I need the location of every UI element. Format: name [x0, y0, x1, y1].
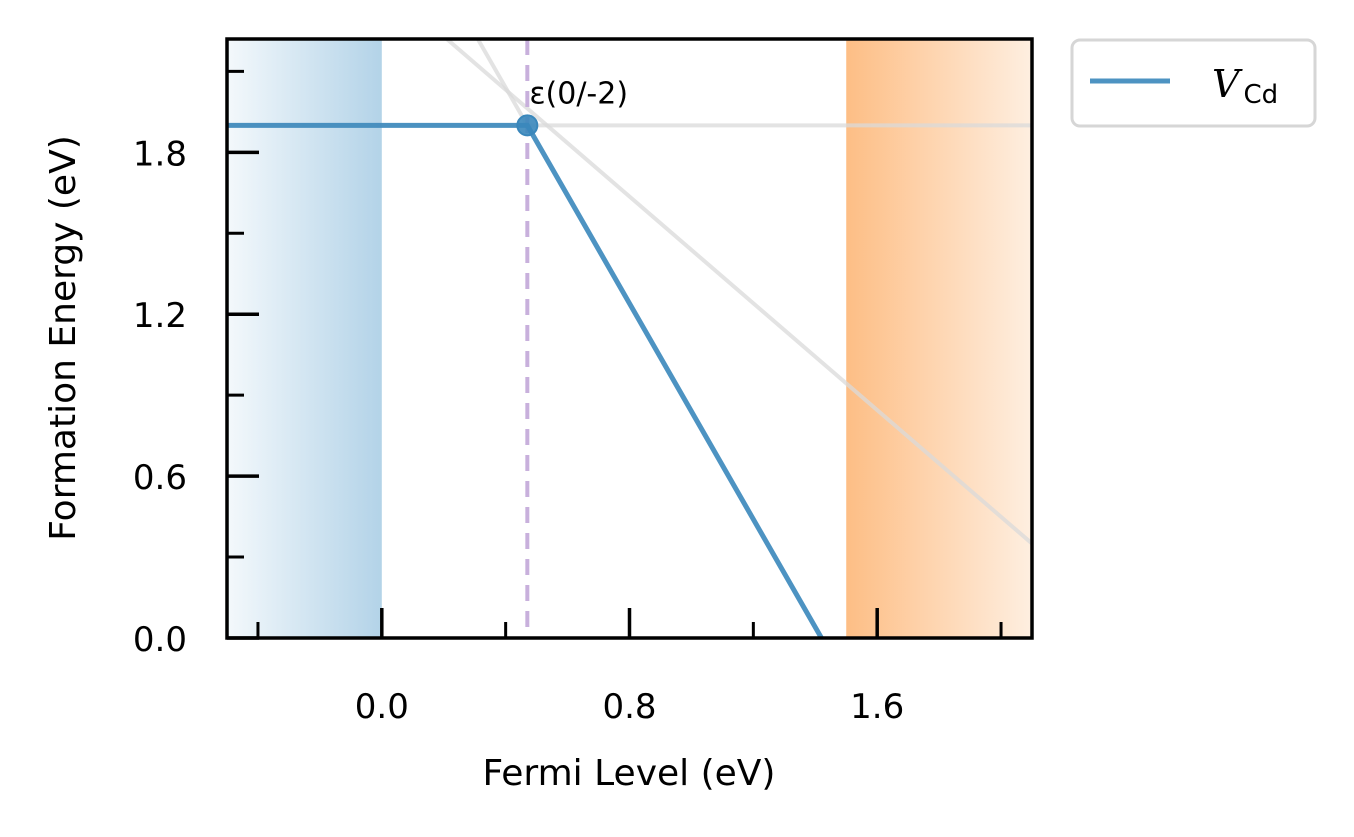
legend: V Cd — [1070, 38, 1317, 128]
legend-box — [1070, 38, 1317, 128]
x-tick-label: 0.8 — [602, 687, 656, 727]
conduction-band-shading — [846, 39, 1032, 638]
transition-label: ε(0/-2) — [529, 76, 628, 111]
inactive-charge-line — [445, 39, 1032, 546]
legend-main-label: V — [1212, 62, 1243, 106]
x-tick-label: 1.6 — [850, 687, 904, 727]
x-axis-title: Fermi Level (eV) — [483, 753, 776, 794]
y-tick-label: 1.8 — [133, 134, 187, 174]
y-axis-title: Formation Energy (eV) — [43, 135, 84, 541]
legend-entry-v-cd: V Cd — [1212, 62, 1278, 110]
x-tick-label: 0.0 — [355, 687, 409, 727]
inactive-charge-line — [476, 39, 530, 127]
y-tick-label: 1.2 — [133, 296, 187, 336]
valence-band-shading — [227, 39, 382, 638]
y-tick-label: 0.0 — [133, 620, 187, 660]
y-tick-label: 0.6 — [133, 458, 187, 498]
transition-point — [516, 114, 539, 137]
legend-subscript-label: Cd — [1243, 80, 1278, 110]
